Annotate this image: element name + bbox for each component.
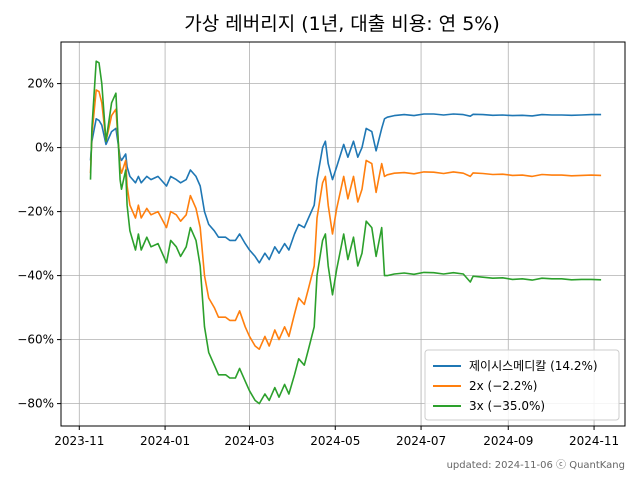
legend: 제이시스메디칼 (14.2%) 2x (−2.2%) 3x (−35.0%) bbox=[424, 349, 620, 421]
series-lines bbox=[89, 60, 602, 405]
x-tick-label: 2024-11 bbox=[569, 434, 619, 448]
x-axis-ticks: 2023-11 2024-01 2024-03 2024-05 2024-07 2024-… bbox=[54, 426, 619, 448]
series-line-2 bbox=[89, 60, 602, 405]
chart-title: 가상 레버리지 (1년, 대출 비용: 연 5%) bbox=[184, 13, 500, 35]
x-tick-label: 2023-11 bbox=[54, 434, 104, 448]
legend-label: 제이시스메디칼 (14.2%) bbox=[469, 359, 598, 373]
y-tick-label: −40% bbox=[17, 269, 54, 283]
legend-label: 2x (−2.2%) bbox=[469, 379, 537, 393]
series-line-0 bbox=[89, 113, 602, 264]
x-tick-label: 2024-01 bbox=[140, 434, 190, 448]
y-tick-label: −20% bbox=[17, 205, 54, 219]
y-tick-label: −80% bbox=[17, 397, 54, 411]
legend-label: 3x (−35.0%) bbox=[469, 399, 545, 413]
legend-box bbox=[424, 349, 620, 421]
plot-frame bbox=[60, 41, 626, 427]
y-tick-label: 20% bbox=[27, 77, 54, 91]
x-tick-label: 2024-07 bbox=[396, 434, 446, 448]
x-tick-label: 2024-03 bbox=[224, 434, 274, 448]
y-tick-label: −60% bbox=[17, 333, 54, 347]
y-axis-ticks: 20% 0% −20% −40% −60% −80% bbox=[17, 77, 61, 411]
x-tick-label: 2024-05 bbox=[310, 434, 360, 448]
footer-credit: updated: 2024-11-06 ⓒ QuantKang bbox=[447, 459, 625, 471]
y-tick-label: 0% bbox=[35, 141, 54, 155]
x-tick-label: 2024-09 bbox=[483, 434, 533, 448]
series-line-1 bbox=[89, 89, 602, 350]
